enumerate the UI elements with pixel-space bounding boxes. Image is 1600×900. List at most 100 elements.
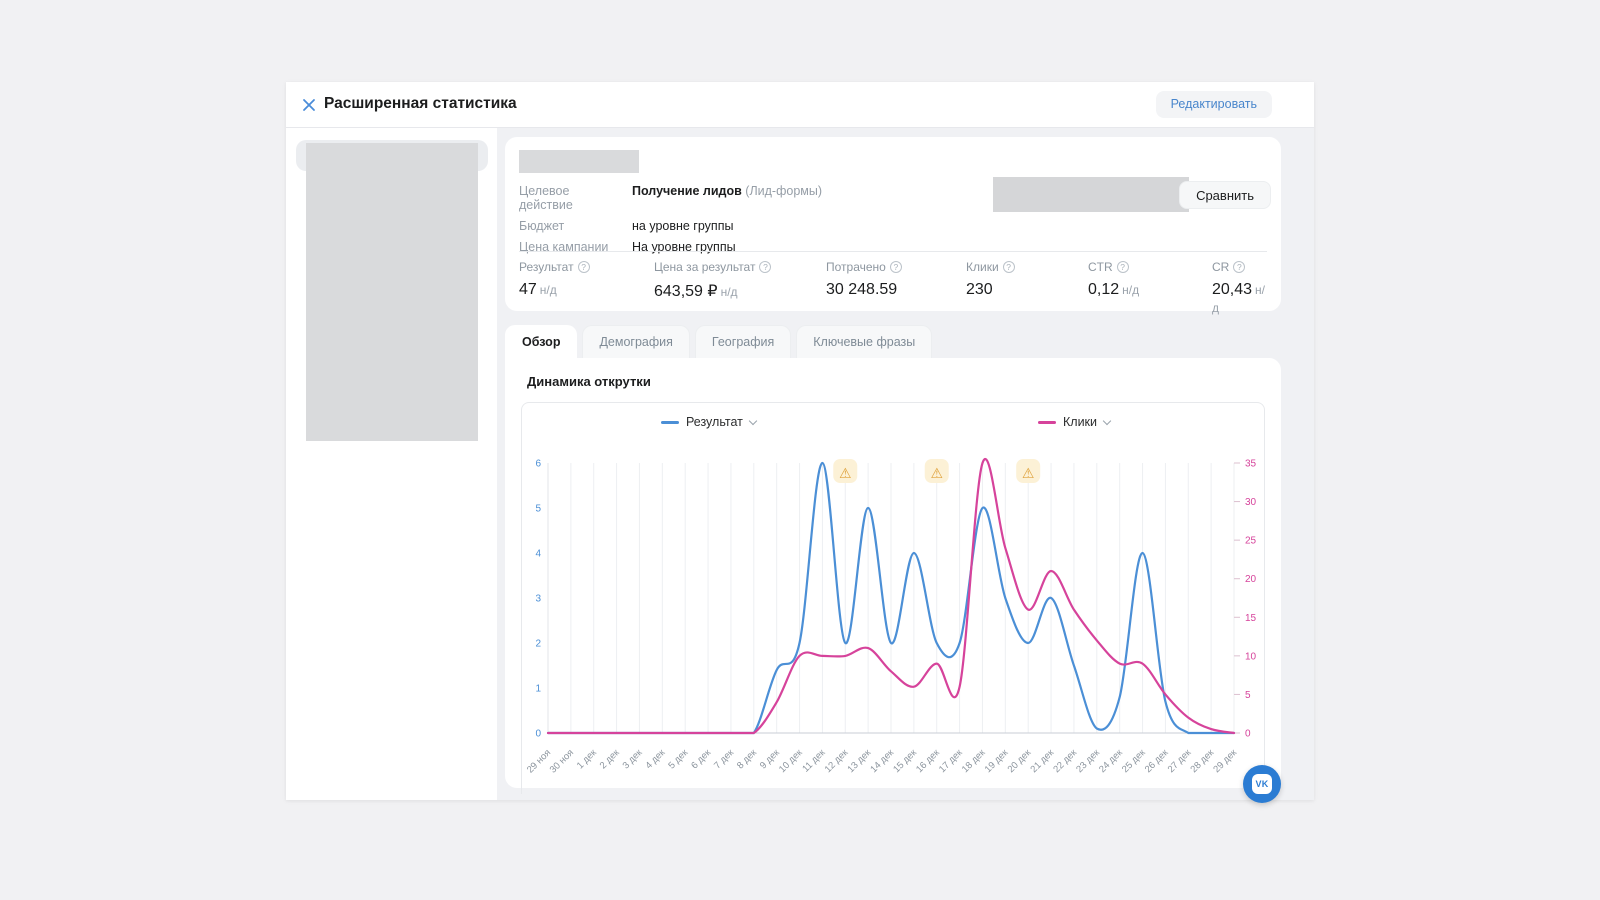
svg-text:17 дек: 17 дек: [937, 747, 965, 775]
stat-cost-per-result: Цена за результат? 643,59 ₽н/д: [654, 260, 826, 317]
svg-text:21 дек: 21 дек: [1028, 747, 1056, 775]
detail-value: на уровне группы: [632, 219, 733, 233]
svg-text:11 дек: 11 дек: [800, 747, 828, 775]
detail-note: (Лид-формы): [745, 184, 822, 198]
svg-text:12 дек: 12 дек: [823, 747, 851, 775]
svg-text:25 дек: 25 дек: [1120, 747, 1148, 775]
svg-text:15: 15: [1245, 613, 1257, 624]
legend-label: Результат: [686, 415, 743, 429]
chart-section-title: Динамика открутки: [527, 374, 1265, 389]
stat-label: Цена за результат: [654, 260, 755, 274]
edit-button[interactable]: Редактировать: [1156, 91, 1272, 118]
svg-text:4: 4: [535, 549, 541, 560]
close-icon[interactable]: [300, 96, 318, 114]
svg-text:13 дек: 13 дек: [846, 747, 874, 775]
stat-cr: CR? 20,43н/д: [1212, 260, 1267, 317]
help-icon[interactable]: ?: [1117, 261, 1129, 273]
svg-text:10 дек: 10 дек: [777, 747, 805, 775]
help-icon[interactable]: ?: [1003, 261, 1015, 273]
svg-text:⚠: ⚠: [839, 465, 852, 481]
stat-spent: Потрачено? 30 248.59: [826, 260, 966, 317]
detail-row-objective: Целевое действие Получение лидов (Лид-фо…: [519, 184, 822, 212]
svg-text:3: 3: [535, 594, 541, 605]
svg-text:⚠: ⚠: [1022, 465, 1035, 481]
help-icon[interactable]: ?: [1233, 261, 1245, 273]
window-header: Расширенная статистика Редактировать: [286, 82, 1314, 128]
svg-text:23 дек: 23 дек: [1074, 747, 1102, 775]
tab-geography[interactable]: География: [695, 325, 791, 358]
vk-support-button[interactable]: VK: [1243, 765, 1281, 803]
svg-text:2: 2: [535, 639, 541, 650]
chevron-down-icon: [749, 416, 757, 424]
svg-text:6: 6: [535, 459, 541, 470]
tab-keywords[interactable]: Ключевые фразы: [796, 325, 932, 358]
warning-icon[interactable]: ⚠: [1016, 459, 1040, 483]
svg-text:⚠: ⚠: [930, 465, 943, 481]
svg-text:26 дек: 26 дек: [1143, 747, 1171, 775]
stat-value: 30 248.59: [826, 281, 897, 298]
svg-text:1: 1: [535, 684, 541, 695]
stats-row: Результат? 47н/д Цена за результат? 643,…: [519, 260, 1267, 317]
svg-text:20 дек: 20 дек: [1006, 747, 1034, 775]
tab-overview[interactable]: Обзор: [505, 325, 577, 358]
svg-text:30: 30: [1245, 497, 1257, 508]
svg-text:5: 5: [1245, 690, 1251, 701]
stat-label: Клики: [966, 260, 999, 274]
detail-label: Бюджет: [519, 219, 619, 233]
svg-text:2 дек: 2 дек: [598, 747, 623, 772]
detail-label: Целевое действие: [519, 184, 619, 212]
svg-text:25: 25: [1245, 536, 1257, 547]
legend-color-dash: [1038, 421, 1056, 424]
svg-text:4 дек: 4 дек: [643, 747, 668, 772]
warning-icon[interactable]: ⚠: [833, 459, 857, 483]
statistics-window: Расширенная статистика Редактировать Цел…: [286, 82, 1314, 800]
compare-button[interactable]: Сравнить: [1179, 181, 1271, 209]
stat-clicks: Клики? 230: [966, 260, 1088, 317]
svg-text:22 дек: 22 дек: [1051, 747, 1079, 775]
divider: [519, 251, 1267, 252]
stat-value: 643,59 ₽: [654, 283, 718, 300]
tab-demography[interactable]: Демография: [582, 325, 689, 358]
vk-logo: VK: [1252, 774, 1272, 794]
svg-text:3 дек: 3 дек: [621, 747, 646, 772]
svg-text:0: 0: [1245, 729, 1251, 740]
stat-value: 47: [519, 281, 537, 298]
redacted-campaign-name: [519, 150, 639, 173]
stat-suffix: н/д: [721, 285, 738, 299]
stat-ctr: CTR? 0,12н/д: [1088, 260, 1212, 317]
help-icon[interactable]: ?: [578, 261, 590, 273]
legend-color-dash: [661, 421, 679, 424]
page-title: Расширенная статистика: [324, 95, 517, 113]
svg-text:8 дек: 8 дек: [735, 747, 760, 772]
stat-value: 20,43: [1212, 281, 1252, 298]
line-chart[interactable]: 01234560510152025303529 ноя30 ноя1 дек2 …: [522, 441, 1264, 789]
svg-text:0: 0: [535, 729, 541, 740]
main-content: Целевое действие Получение лидов (Лид-фо…: [497, 128, 1314, 800]
stat-label: CTR: [1088, 260, 1113, 274]
svg-text:1 дек: 1 дек: [575, 747, 600, 772]
svg-text:16 дек: 16 дек: [914, 747, 942, 775]
svg-text:29 ноя: 29 ноя: [525, 747, 553, 775]
chevron-down-icon: [1103, 416, 1111, 424]
warning-icon[interactable]: ⚠: [925, 459, 949, 483]
legend-item-result[interactable]: Результат: [661, 415, 756, 429]
help-icon[interactable]: ?: [890, 261, 902, 273]
chart-legend: Результат Клики: [522, 403, 1264, 441]
chart-card: Динамика открутки Результат Клики: [505, 358, 1281, 788]
stat-suffix: н/д: [1122, 283, 1139, 297]
svg-text:5: 5: [535, 504, 541, 515]
legend-item-clicks[interactable]: Клики: [1038, 415, 1110, 429]
help-icon[interactable]: ?: [759, 261, 771, 273]
svg-text:29 дек: 29 дек: [1211, 747, 1239, 775]
svg-text:28 дек: 28 дек: [1189, 747, 1217, 775]
svg-text:20: 20: [1245, 574, 1257, 585]
svg-text:35: 35: [1245, 459, 1257, 470]
svg-text:27 дек: 27 дек: [1166, 747, 1194, 775]
stat-label: Потрачено: [826, 260, 886, 274]
campaign-info-card: Целевое действие Получение лидов (Лид-фо…: [505, 137, 1281, 311]
svg-text:19 дек: 19 дек: [983, 747, 1011, 775]
campaign-details: Целевое действие Получение лидов (Лид-фо…: [519, 184, 822, 261]
redacted-compare-field: [993, 177, 1189, 212]
stat-suffix: н/д: [540, 283, 557, 297]
stat-value: 230: [966, 281, 993, 298]
